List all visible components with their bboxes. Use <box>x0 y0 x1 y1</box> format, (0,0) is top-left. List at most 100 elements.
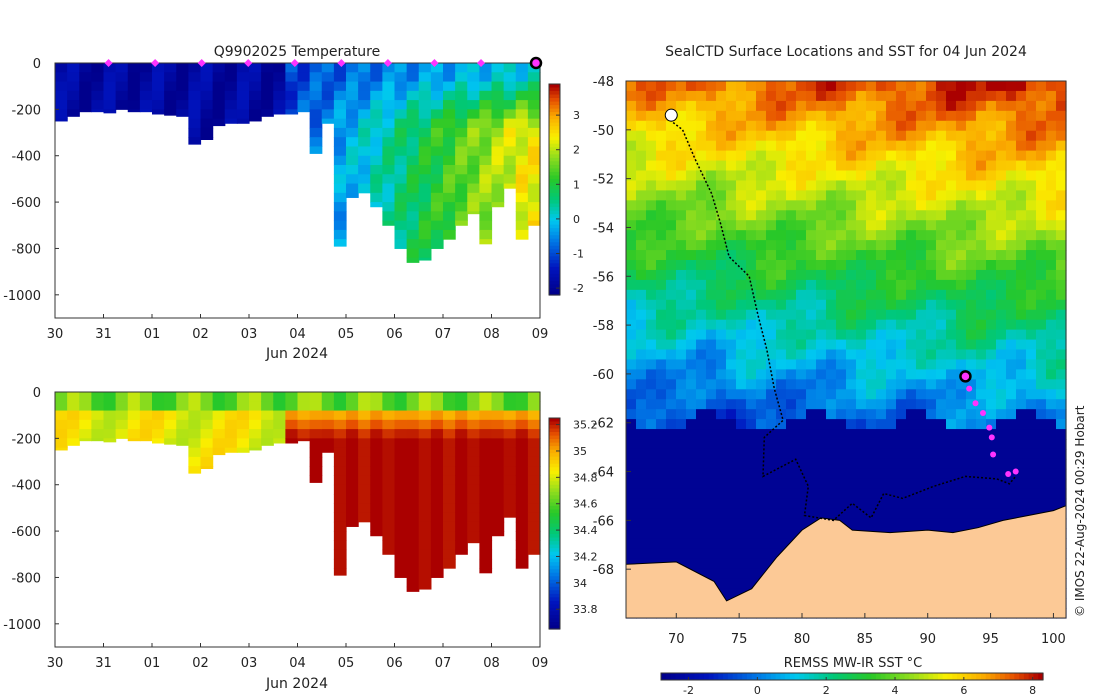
sst-cell <box>816 419 827 430</box>
sst-cell <box>786 170 797 182</box>
sst-cell <box>656 269 667 281</box>
sst-cell <box>716 448 727 460</box>
section-cell <box>455 81 468 92</box>
sst-cell <box>856 518 867 530</box>
sst-cell <box>926 329 937 341</box>
sst-cell <box>746 130 757 142</box>
colorbar-step <box>904 673 910 680</box>
section-cell <box>139 63 153 73</box>
section-cell <box>418 586 432 590</box>
sst-cell <box>686 170 697 182</box>
sst-cell <box>906 468 917 480</box>
section-cell <box>418 72 432 83</box>
section-cell <box>297 401 311 412</box>
colorbar-step <box>549 586 560 591</box>
sst-cell <box>1046 160 1057 172</box>
y-tick-label: -1000 <box>3 618 41 633</box>
section-cell <box>394 229 408 240</box>
sst-cell <box>996 130 1007 142</box>
sst-cell <box>686 389 697 400</box>
section-cell <box>249 100 262 110</box>
section-cell <box>443 447 456 458</box>
sst-cell <box>706 448 717 460</box>
sst-cell <box>836 339 847 351</box>
sst-cell <box>706 170 717 182</box>
sst-cell <box>886 468 897 480</box>
sst-cell <box>966 339 977 351</box>
sst-cell <box>996 508 1007 520</box>
sst-cell <box>896 399 907 410</box>
sst-cell <box>746 548 757 559</box>
sst-cell <box>736 319 747 331</box>
sst-cell <box>1036 458 1047 470</box>
sst-cell <box>936 429 947 440</box>
sst-cell <box>716 488 727 500</box>
sst-cell <box>756 160 767 172</box>
sst-cell <box>896 409 907 420</box>
sst-cell <box>1036 399 1047 410</box>
sst-cell <box>656 439 667 450</box>
section-cell <box>273 419 286 430</box>
sst-cell <box>816 319 827 331</box>
sst-cell <box>996 488 1007 500</box>
sst-cell <box>826 319 837 331</box>
sst-cell <box>776 309 787 321</box>
sst-cell <box>906 448 917 460</box>
sst-colorbar-label: REMSS MW-IR SST °C <box>784 656 923 671</box>
sst-cell <box>656 498 667 510</box>
sst-cell <box>856 448 867 460</box>
sst-cell <box>926 279 937 291</box>
sst-cell <box>1046 409 1057 420</box>
section-cell <box>515 447 529 458</box>
sst-cell <box>886 250 897 261</box>
sst-cell <box>956 230 967 241</box>
sst-cell <box>916 120 927 132</box>
colorbar-step <box>861 673 867 680</box>
sst-cell <box>846 81 857 92</box>
sst-cell <box>686 369 697 380</box>
sst-cell <box>936 200 947 211</box>
sst-cell <box>636 419 647 430</box>
section-cell <box>394 72 408 83</box>
sst-cell <box>986 180 997 191</box>
section-cell <box>394 549 408 560</box>
sst-colorbar: -2 0 2 4 6 8 <box>660 672 1044 697</box>
sst-cell <box>956 349 967 361</box>
sst-cell <box>1056 379 1067 390</box>
section-cell <box>346 118 359 129</box>
section-cell <box>443 401 456 412</box>
sst-cell <box>796 329 807 341</box>
section-cell <box>188 109 202 120</box>
sst-cell <box>956 250 967 261</box>
sst-cell <box>776 220 787 231</box>
section-cell <box>79 109 92 113</box>
section-cell <box>382 475 396 486</box>
sst-cell <box>926 339 937 351</box>
section-cell <box>455 63 468 73</box>
sst-cell <box>706 279 717 291</box>
sst-cell <box>876 498 887 510</box>
sst-cell <box>1036 448 1047 460</box>
sst-cell <box>716 299 727 311</box>
lat-tick-label: -68 <box>593 563 614 578</box>
section-cell <box>527 447 541 458</box>
sst-cell <box>996 299 1007 311</box>
sst-cell <box>876 369 887 380</box>
sst-cell <box>706 538 717 549</box>
sst-cell <box>1016 498 1027 510</box>
sst-cell <box>986 349 997 361</box>
colorbar-step <box>549 101 560 106</box>
section-cell <box>515 165 529 175</box>
colorbar-step <box>549 421 560 426</box>
sst-cell <box>896 309 907 321</box>
sst-cell <box>726 488 737 500</box>
sst-cell <box>626 210 637 221</box>
colorbar-tick-label: 4 <box>892 684 899 697</box>
sst-cell <box>1036 130 1047 142</box>
sst-cell <box>736 458 747 470</box>
section-cell <box>273 109 286 115</box>
sst-cell <box>986 389 997 400</box>
sst-cell <box>1006 220 1017 231</box>
section-cell <box>55 447 68 451</box>
sst-cell <box>796 498 807 510</box>
